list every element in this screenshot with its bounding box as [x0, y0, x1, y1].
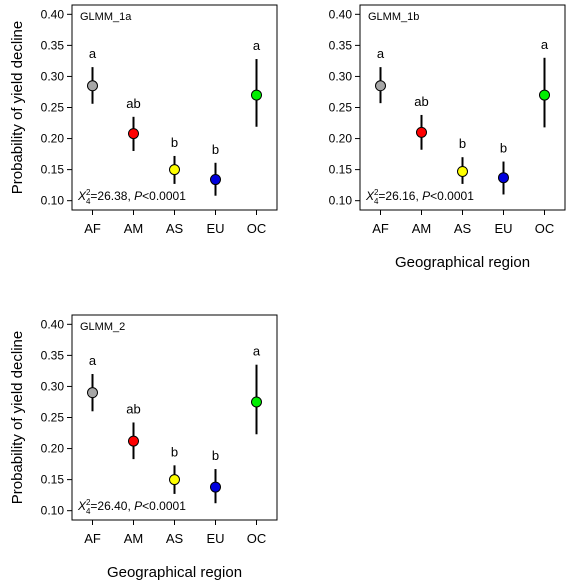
- panel-title: GLMM_2: [80, 321, 125, 333]
- stat-sup: 2: [86, 498, 91, 507]
- stat-value: =26.38,: [90, 189, 134, 203]
- y-tick-label: 0.20: [41, 442, 65, 456]
- point: [87, 387, 98, 399]
- point: [416, 126, 427, 138]
- x-tick-label: EU: [206, 221, 224, 236]
- point: [169, 164, 180, 176]
- panel-title: GLMM_1b: [368, 11, 419, 23]
- stat-sub: 4: [86, 507, 91, 516]
- stat-p-value: <0.0001: [142, 499, 186, 513]
- point: [498, 172, 509, 184]
- y-tick-label: 0.25: [329, 101, 353, 115]
- significance-letter: b: [212, 448, 219, 463]
- x-tick-label: AM: [124, 531, 144, 546]
- x-tick-label: OC: [247, 221, 267, 236]
- point: [169, 474, 180, 486]
- significance-letter: ab: [126, 401, 140, 416]
- y-tick-label: 0.40: [41, 317, 65, 331]
- significance-letter: a: [541, 37, 549, 52]
- y-tick-label: 0.20: [329, 132, 353, 146]
- stat-p: P: [134, 499, 142, 513]
- point: [539, 89, 550, 101]
- stat-label: X2 4=26.16, P<0.0001: [365, 188, 474, 206]
- point: [87, 80, 98, 92]
- significance-letter: a: [89, 46, 97, 61]
- y-tick-label: 0.40: [329, 7, 353, 21]
- stat-sub: 4: [374, 197, 379, 206]
- y-tick-label: 0.15: [41, 163, 65, 177]
- x-tick-label: AS: [166, 531, 184, 546]
- stat-symbol: X: [77, 189, 87, 203]
- stat-p: P: [134, 189, 142, 203]
- point: [210, 174, 221, 186]
- stat-label: X2 4=26.40, P<0.0001: [77, 498, 186, 516]
- significance-letter: b: [171, 444, 178, 459]
- significance-letter: b: [500, 141, 507, 156]
- stat-p: P: [422, 189, 430, 203]
- x-tick-label: AF: [372, 221, 389, 236]
- significance-letter: a: [89, 353, 97, 368]
- x-tick-label: AM: [412, 221, 432, 236]
- stat-p-value: <0.0001: [430, 189, 474, 203]
- stat-sup: 2: [86, 188, 91, 197]
- x-axis-label: Geographical region: [395, 254, 530, 271]
- point: [457, 165, 468, 177]
- point: [128, 128, 139, 140]
- point: [210, 481, 221, 493]
- stat-symbol: X: [77, 499, 87, 513]
- y-tick-label: 0.25: [41, 101, 65, 115]
- y-tick-label: 0.30: [41, 69, 65, 83]
- y-tick-label: 0.10: [41, 504, 65, 518]
- x-tick-label: AF: [84, 531, 101, 546]
- point: [375, 80, 386, 92]
- x-tick-label: EU: [494, 221, 512, 236]
- stat-symbol: X: [365, 189, 375, 203]
- significance-letter: a: [253, 38, 261, 53]
- stat-sub: 4: [86, 197, 91, 206]
- y-tick-label: 0.25: [41, 411, 65, 425]
- y-tick-label: 0.35: [41, 38, 65, 52]
- x-tick-label: AM: [124, 221, 144, 236]
- y-tick-label: 0.30: [329, 69, 353, 83]
- x-tick-label: OC: [535, 221, 555, 236]
- significance-letter: b: [171, 135, 178, 150]
- y-tick-label: 0.20: [41, 132, 65, 146]
- stat-sup: 2: [374, 188, 379, 197]
- y-axis-label: Probability of yield decline: [9, 331, 26, 504]
- significance-letter: a: [377, 46, 385, 61]
- stat-label: X2 4=26.38, P<0.0001: [77, 188, 186, 206]
- x-tick-label: AS: [166, 221, 184, 236]
- panel-title: GLMM_1a: [80, 11, 132, 23]
- x-tick-label: AF: [84, 221, 101, 236]
- x-tick-label: EU: [206, 531, 224, 546]
- significance-letter: b: [212, 142, 219, 157]
- stat-value: =26.16,: [378, 189, 422, 203]
- point: [251, 396, 262, 408]
- x-axis-label: Geographical region: [107, 564, 242, 581]
- y-tick-label: 0.35: [41, 348, 65, 362]
- y-tick-label: 0.10: [41, 194, 65, 208]
- y-tick-label: 0.40: [41, 7, 65, 21]
- y-axis-label: Probability of yield decline: [9, 21, 26, 194]
- y-tick-label: 0.35: [329, 38, 353, 52]
- significance-letter: ab: [126, 96, 140, 111]
- point: [251, 89, 262, 101]
- y-tick-label: 0.15: [329, 163, 353, 177]
- y-tick-label: 0.10: [329, 194, 353, 208]
- significance-letter: ab: [414, 94, 428, 109]
- stat-p-value: <0.0001: [142, 189, 186, 203]
- stat-value: =26.40,: [90, 499, 134, 513]
- x-tick-label: AS: [454, 221, 472, 236]
- significance-letter: b: [459, 136, 466, 151]
- significance-letter: a: [253, 344, 261, 359]
- y-tick-label: 0.15: [41, 473, 65, 487]
- y-tick-label: 0.30: [41, 379, 65, 393]
- x-tick-label: OC: [247, 531, 267, 546]
- point: [128, 435, 139, 447]
